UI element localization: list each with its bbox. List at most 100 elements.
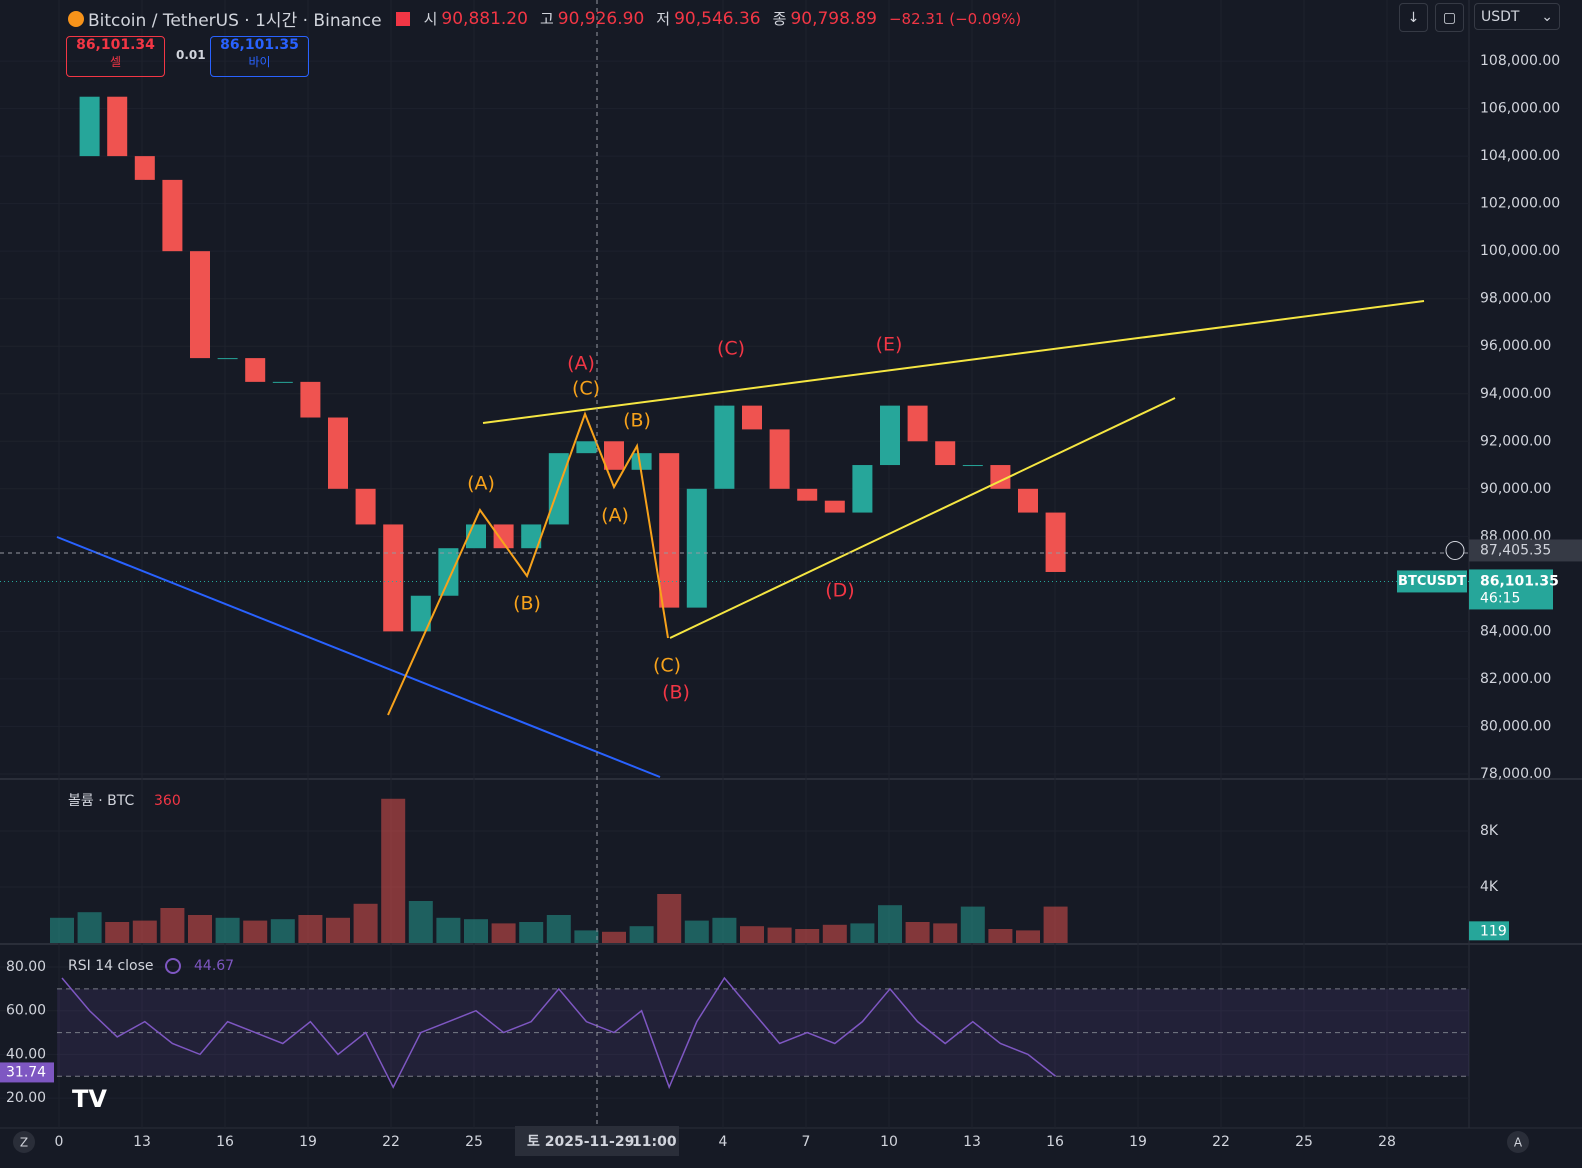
candle bbox=[852, 465, 873, 513]
buy-button[interactable]: 86,101.35 바이 bbox=[210, 36, 309, 77]
candle bbox=[604, 441, 624, 470]
wave-label: (C) bbox=[717, 338, 745, 360]
volume-bar bbox=[160, 907, 185, 943]
market-flag bbox=[395, 11, 410, 26]
corner-label: A bbox=[1514, 1136, 1523, 1150]
volume-bar bbox=[684, 920, 709, 943]
countdown: 46:15 bbox=[1480, 590, 1520, 606]
volume-bar bbox=[243, 920, 268, 943]
currency-select[interactable]: USDT ⌄ bbox=[1474, 3, 1560, 30]
y-tick-label: 40.00 bbox=[6, 1046, 46, 1062]
volume-bar bbox=[712, 917, 737, 943]
volume-last: 119 bbox=[1480, 923, 1507, 939]
candle bbox=[245, 358, 266, 382]
x-tick-label: 25 bbox=[1295, 1134, 1313, 1150]
candle bbox=[162, 179, 183, 252]
volume-bar bbox=[822, 924, 847, 943]
download-button[interactable]: ↓ bbox=[1399, 3, 1428, 32]
change: −82.31 (−0.09%) bbox=[888, 9, 1022, 28]
volume-bar bbox=[905, 921, 930, 943]
sell-label: 셀 bbox=[109, 55, 122, 69]
x-tick-label: 19 bbox=[299, 1134, 317, 1150]
coin-icon bbox=[68, 10, 84, 27]
candle bbox=[1018, 488, 1038, 513]
volume-bar bbox=[132, 920, 157, 943]
volume-title: 볼륨 · BTC bbox=[68, 793, 134, 809]
candle bbox=[686, 488, 707, 608]
volume-bar bbox=[1043, 906, 1068, 943]
volume-bar bbox=[960, 906, 985, 943]
y-tick-label: 84,000.00 bbox=[1480, 623, 1551, 639]
x-tick-label: 28 bbox=[1378, 1134, 1396, 1150]
y-tick-label: 90,000.00 bbox=[1480, 481, 1551, 497]
candle bbox=[134, 156, 155, 180]
y-tick-label: 98,000.00 bbox=[1480, 291, 1551, 307]
last-price: 86,101.35 bbox=[1480, 573, 1559, 589]
sell-button[interactable]: 86,101.34 셀 bbox=[66, 36, 165, 77]
wave-label: (D) bbox=[825, 580, 854, 602]
wave-label: (B) bbox=[662, 682, 690, 704]
volume-bar bbox=[574, 930, 599, 943]
candle bbox=[907, 405, 928, 442]
candle bbox=[190, 251, 210, 359]
chevron: ⌄ bbox=[1541, 8, 1553, 25]
candle bbox=[1045, 512, 1066, 572]
candle bbox=[576, 441, 597, 454]
volume-bar bbox=[602, 931, 626, 943]
y-tick-label: 96,000.00 bbox=[1480, 338, 1551, 354]
x-tick-label: 22 bbox=[1212, 1134, 1230, 1150]
symbol-tag bbox=[1397, 570, 1467, 593]
crosshair-price-tag bbox=[1469, 539, 1582, 562]
x-tick-label: 19 bbox=[1129, 1134, 1147, 1150]
ohlc-value: 90,881.20 bbox=[441, 8, 528, 29]
rsi-last: 31.74 bbox=[6, 1064, 46, 1080]
rsi-icon[interactable] bbox=[165, 958, 181, 974]
volume-bar bbox=[77, 912, 102, 943]
y-tick-label: 106,000.00 bbox=[1480, 101, 1560, 117]
logo: TV bbox=[72, 1085, 107, 1113]
corner-button[interactable] bbox=[13, 1131, 35, 1153]
currency: USDT bbox=[1481, 8, 1520, 25]
candle bbox=[631, 453, 652, 470]
x-tick-label: 16 bbox=[1046, 1134, 1064, 1150]
candle bbox=[272, 381, 293, 383]
symbol-header: Bitcoin / TetherUS · 1시간 · Binance 시 90,8… bbox=[68, 6, 1029, 31]
grid bbox=[57, 988, 1469, 1077]
quantity: 0.01 bbox=[176, 48, 206, 62]
trend-line bbox=[56, 536, 661, 778]
volume-bar bbox=[850, 923, 875, 943]
ohlc-label: 종 bbox=[772, 10, 787, 28]
wave-label: (A) bbox=[467, 473, 495, 495]
wave-label: (E) bbox=[876, 334, 903, 356]
volume-tag bbox=[1469, 921, 1509, 941]
candle bbox=[521, 524, 542, 549]
ohlc-label: 시 bbox=[423, 10, 438, 28]
candle bbox=[300, 381, 321, 418]
sell-price: 86,101.34 bbox=[76, 37, 155, 53]
crosshair-time: 11:00 bbox=[632, 1134, 677, 1150]
trend-line bbox=[669, 397, 1176, 639]
volume-bar bbox=[988, 928, 1013, 943]
volume-bar bbox=[50, 917, 74, 943]
wave-label: (A) bbox=[567, 353, 595, 375]
y-tick-label: 78,000.00 bbox=[1480, 766, 1551, 782]
x-tick-label: 22 bbox=[382, 1134, 400, 1150]
volume-bar bbox=[298, 914, 323, 943]
ohlc-value: 90,798.89 bbox=[790, 8, 877, 29]
corner-button[interactable] bbox=[1507, 1131, 1529, 1153]
fullscreen-button[interactable]: ▢ bbox=[1435, 3, 1464, 32]
candle bbox=[659, 453, 680, 608]
volume-bar bbox=[657, 893, 682, 943]
corner-label: Z bbox=[20, 1136, 28, 1150]
trend-line bbox=[482, 300, 1425, 424]
last-price-tag bbox=[1469, 569, 1553, 610]
volume-bar bbox=[408, 900, 433, 943]
volume-bar bbox=[878, 905, 902, 943]
volume-bar bbox=[491, 923, 516, 943]
volume-bar bbox=[188, 914, 212, 943]
y-tick-label: 60.00 bbox=[6, 1003, 46, 1019]
rsi-tag bbox=[0, 1062, 54, 1083]
y-tick-label: 108,000.00 bbox=[1480, 53, 1560, 69]
x-tick-label: 10 bbox=[880, 1134, 898, 1150]
